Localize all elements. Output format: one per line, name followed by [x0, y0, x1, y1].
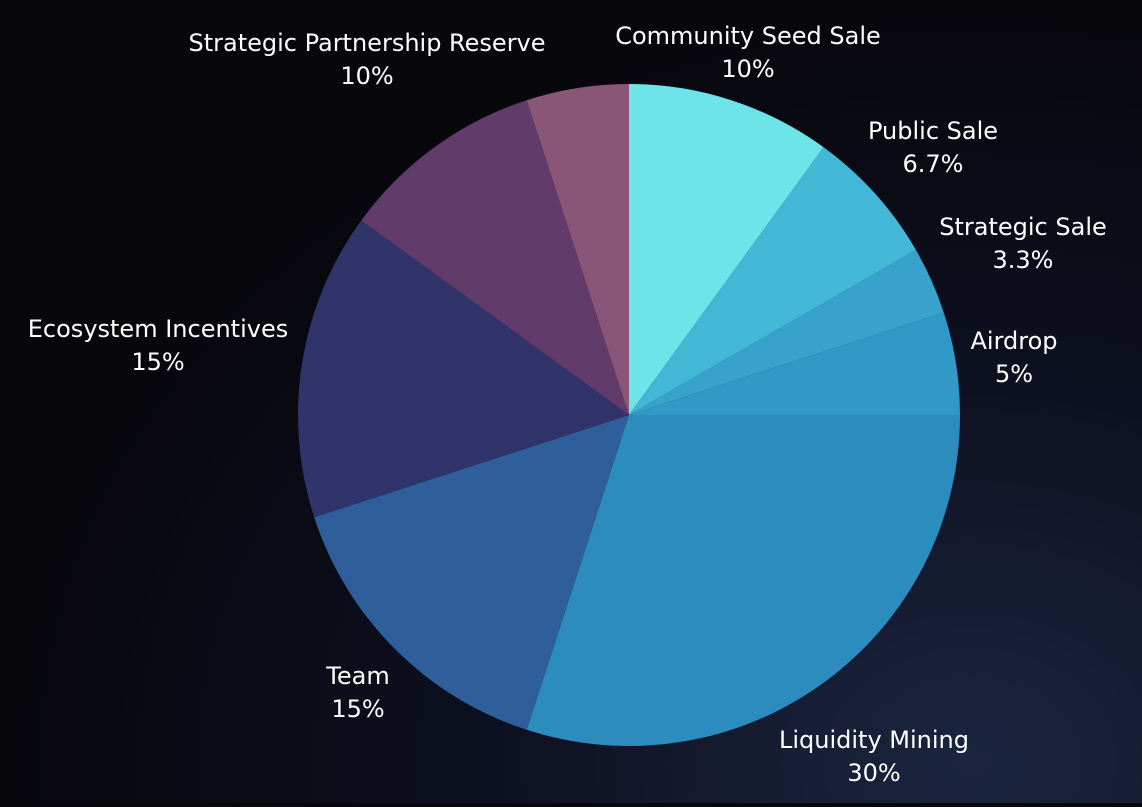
slice-value-label-team: 15% [331, 695, 384, 723]
slice-value-label-strategic-partnership-reserve: 10% [340, 62, 393, 90]
slice-label-strategic-sale: Strategic Sale [939, 213, 1107, 241]
slice-label-airdrop: Airdrop [970, 327, 1057, 355]
pie-slice-strategic-sale [629, 250, 944, 415]
slice-value-label-airdrop: 5% [995, 360, 1033, 388]
pie-slice-community-seed-sale [629, 84, 824, 415]
pie-slice-team [314, 415, 629, 730]
slice-label-liquidity-mining: Liquidity Mining [779, 726, 969, 754]
pie-slices [298, 84, 960, 746]
slice-label-team: Team [325, 662, 389, 690]
slice-value-label-community-seed-sale: 10% [721, 55, 774, 83]
slice-label-community-seed-sale: Community Seed Sale [615, 22, 881, 50]
pie-slice-airdrop [629, 312, 960, 415]
slice-label-strategic-partnership-reserve: Strategic Partnership Reserve [188, 29, 545, 57]
pie-labels: Community Seed Sale 10% Public Sale 6.7% Str… [28, 22, 1107, 787]
slice-value-label-strategic-sale: 3.3% [993, 246, 1054, 274]
pie-slice-public-sale [629, 147, 916, 415]
pie-slice-ecosystem-incentives [298, 220, 629, 518]
slice-label-public-sale: Public Sale [868, 117, 998, 145]
slice-label-ecosystem-incentives: Ecosystem Incentives [28, 315, 288, 343]
pie-slice-liquidity-mining [526, 415, 960, 746]
slice-value-label-ecosystem-incentives: 15% [131, 348, 184, 376]
pie-slice-unlabeled-8 [526, 84, 629, 415]
slice-value-label-liquidity-mining: 30% [847, 759, 900, 787]
pie-slice-strategic-partnership-reserve [361, 100, 629, 415]
slice-value-label-public-sale: 6.7% [903, 150, 964, 178]
